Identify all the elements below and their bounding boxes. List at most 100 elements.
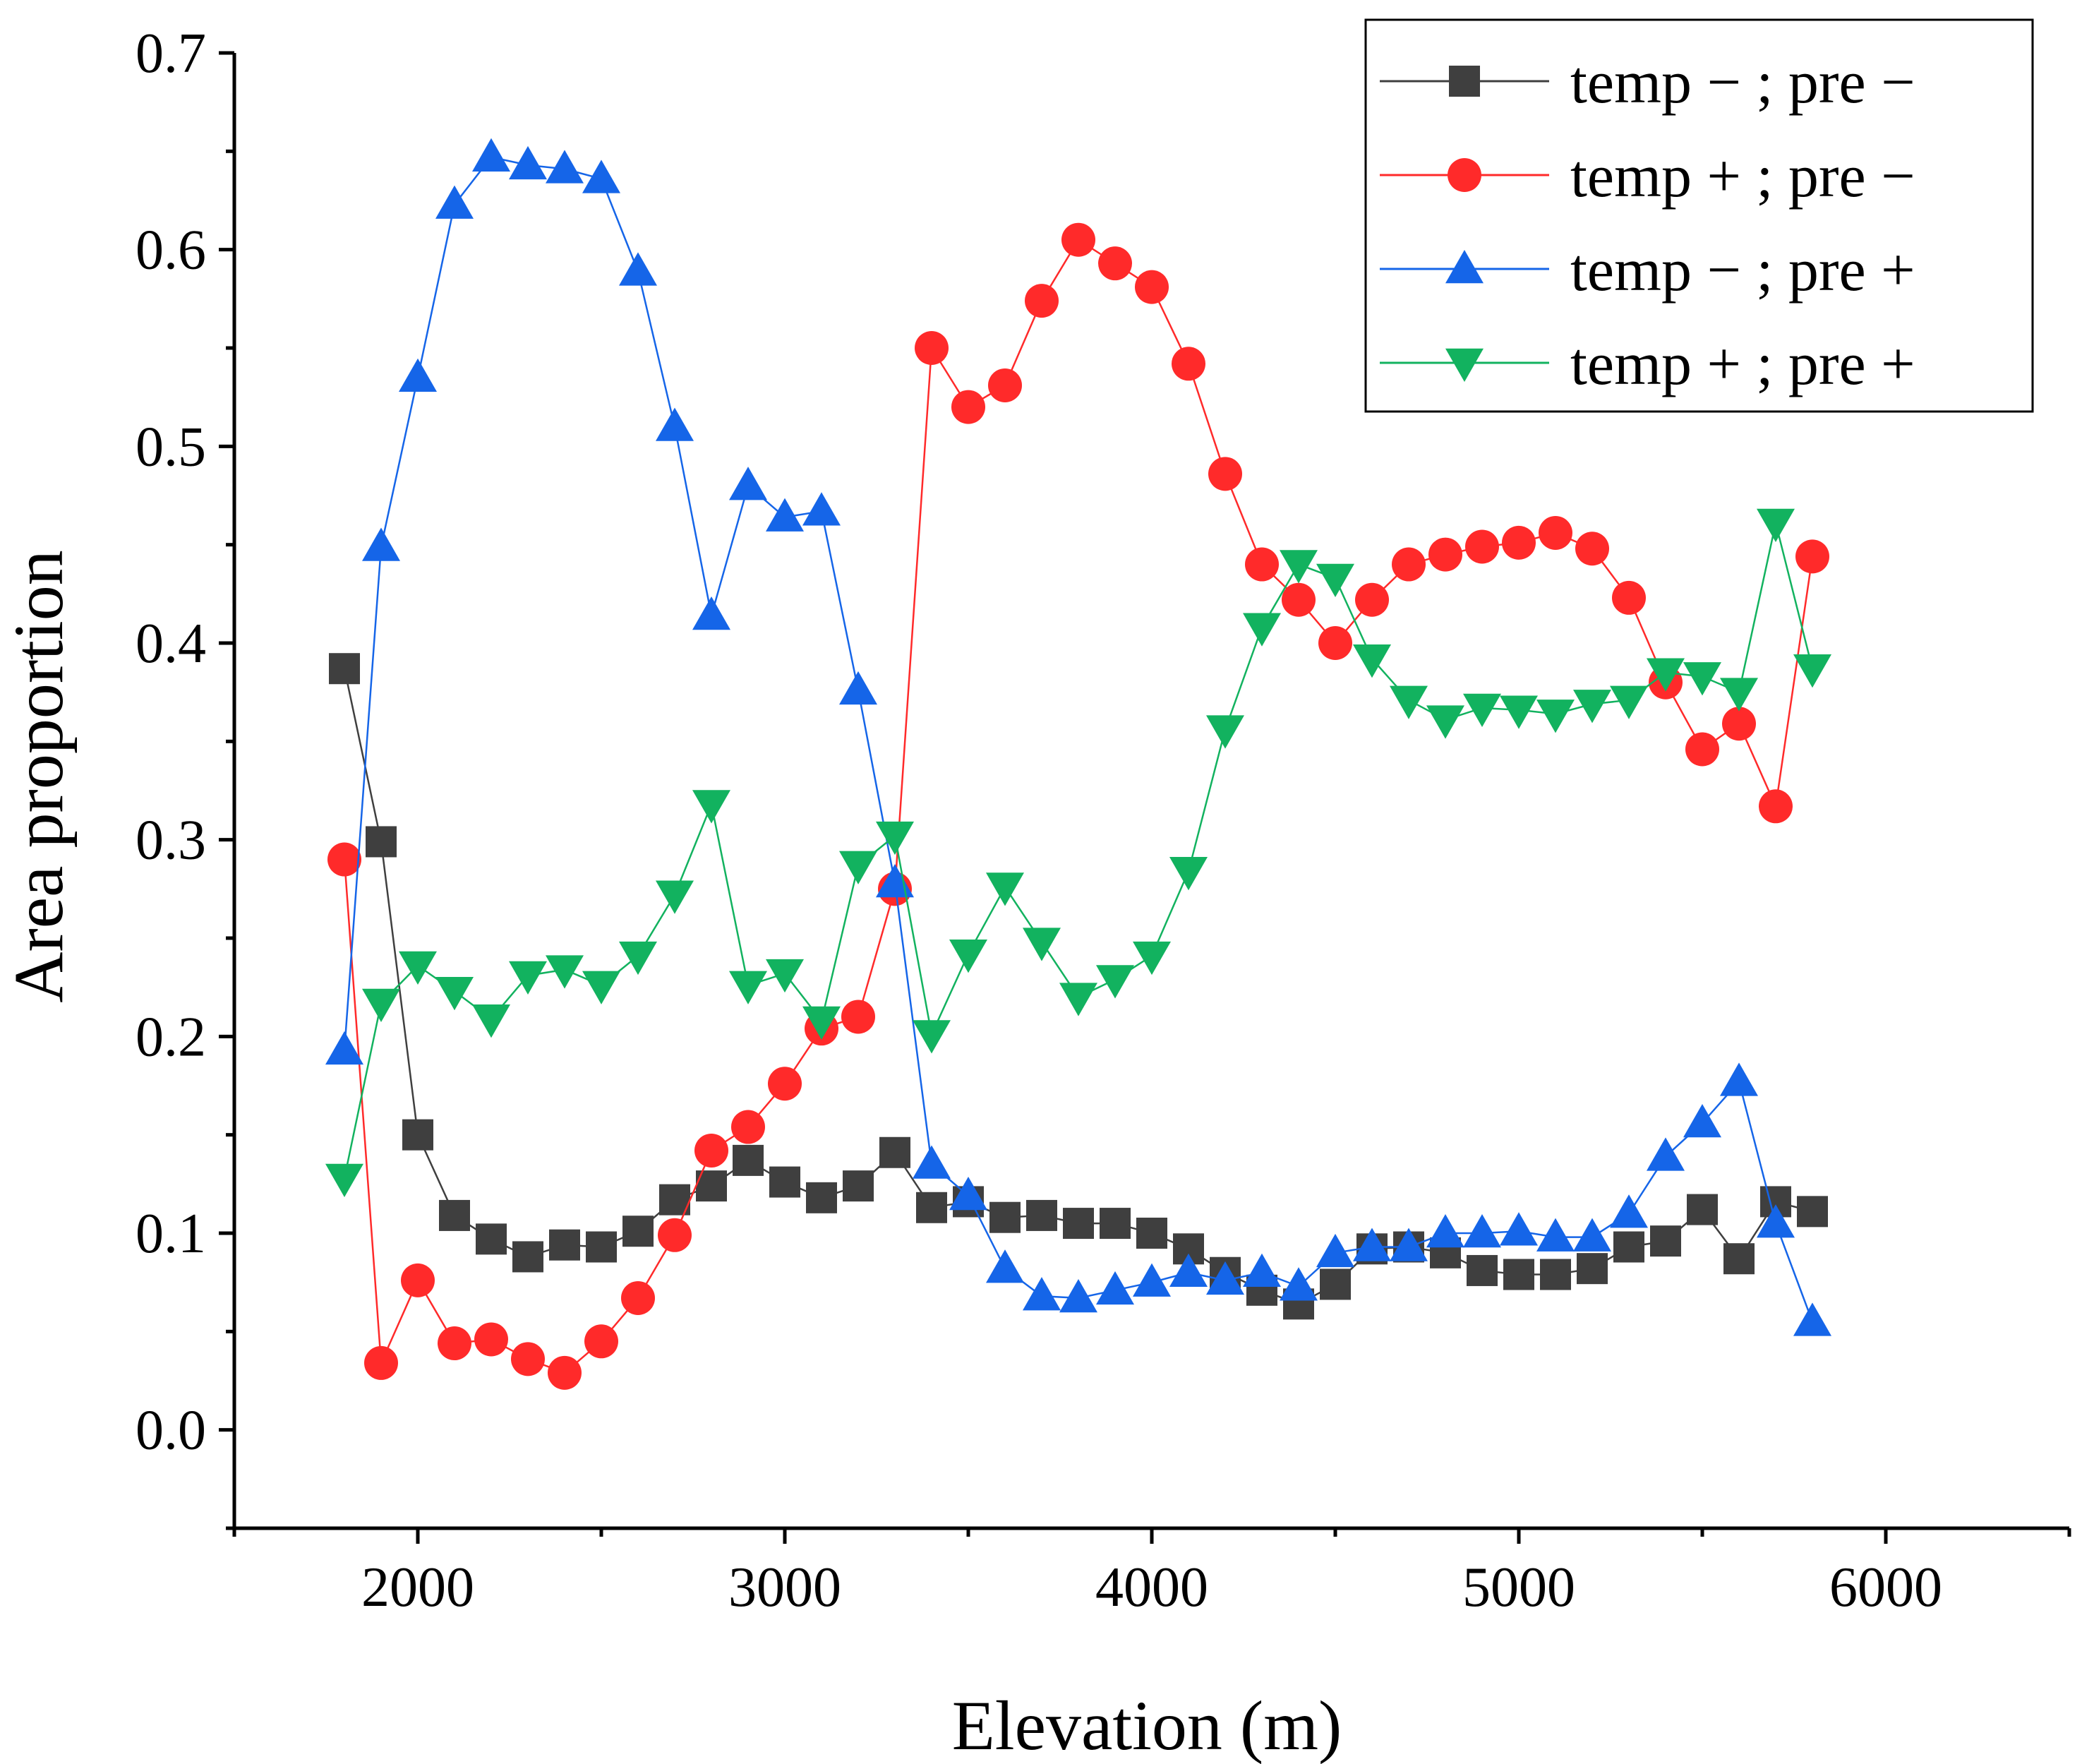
- data-point: [1723, 1243, 1755, 1275]
- legend-label: temp + ; pre −: [1570, 142, 1915, 210]
- data-point: [1463, 1214, 1501, 1248]
- data-point: [366, 826, 397, 858]
- data-point: [1428, 537, 1462, 572]
- legend-label: temp − ; pre −: [1570, 48, 1915, 116]
- data-point: [1245, 547, 1279, 582]
- data-point: [949, 940, 987, 973]
- data-point: [1502, 525, 1536, 560]
- data-point: [1282, 582, 1316, 617]
- data-point: [1133, 941, 1171, 976]
- y-tick-label: 0.3: [136, 810, 206, 872]
- data-point: [1025, 284, 1059, 318]
- data-point: [1023, 1277, 1061, 1311]
- data-point: [549, 1229, 580, 1261]
- legend-label: temp − ; pre +: [1570, 236, 1915, 304]
- x-tick-label: 6000: [1829, 1556, 1942, 1619]
- data-point: [325, 1031, 363, 1065]
- data-point: [694, 1133, 728, 1168]
- data-point: [802, 1006, 841, 1040]
- data-point: [769, 1166, 800, 1198]
- data-point: [949, 1177, 987, 1211]
- y-tick-label: 0.6: [136, 220, 206, 282]
- data-point: [1318, 626, 1352, 660]
- data-point: [1172, 347, 1205, 381]
- data-point: [619, 941, 657, 976]
- data-point: [988, 368, 1022, 402]
- series-4: [325, 508, 1831, 1197]
- data-point: [658, 1218, 692, 1252]
- data-point: [509, 145, 547, 180]
- data-point: [509, 961, 547, 995]
- data-point: [1757, 1204, 1795, 1238]
- data-point: [1353, 1228, 1391, 1261]
- data-point: [1720, 1062, 1758, 1096]
- data-point: [766, 498, 804, 532]
- data-point: [325, 1163, 363, 1197]
- data-point: [1793, 1302, 1831, 1336]
- data-point: [1280, 1267, 1318, 1301]
- data-point: [546, 150, 584, 184]
- data-point: [913, 1145, 951, 1179]
- data-point: [876, 821, 914, 856]
- data-point: [1133, 1263, 1171, 1297]
- data-point: [1467, 1254, 1498, 1286]
- data-point: [1463, 693, 1501, 727]
- data-point: [435, 976, 474, 1011]
- data-point: [768, 1067, 802, 1101]
- data-point: [1650, 1225, 1681, 1257]
- data-point: [1100, 1208, 1131, 1240]
- data-point: [913, 1020, 951, 1054]
- data-point: [1061, 222, 1095, 257]
- data-point: [435, 185, 474, 219]
- data-point: [841, 1000, 875, 1034]
- data-point: [1096, 965, 1134, 999]
- data-point: [1208, 457, 1242, 491]
- legend: temp − ; pre − temp + ; pre − temp − ; pre…: [1364, 18, 2034, 413]
- legend-entry-2: temp + ; pre −: [1380, 142, 1915, 210]
- data-point: [1685, 732, 1719, 767]
- data-point: [399, 358, 437, 392]
- data-point: [733, 1144, 764, 1176]
- legend-marker: [1448, 158, 1481, 192]
- y-tick-label: 0.1: [136, 1203, 206, 1265]
- data-point: [692, 790, 730, 824]
- data-point: [1683, 1103, 1721, 1138]
- data-point: [1612, 580, 1646, 615]
- data-point: [843, 1170, 874, 1202]
- series-1: [329, 653, 1828, 1320]
- data-point: [621, 1280, 655, 1315]
- data-point: [1169, 1253, 1208, 1287]
- data-point: [1059, 1278, 1097, 1313]
- data-point: [1610, 1194, 1648, 1228]
- data-point: [1575, 532, 1609, 566]
- legend-marker: [1445, 250, 1484, 284]
- y-tick-label: 0.5: [136, 416, 206, 478]
- data-point: [622, 1216, 654, 1247]
- data-point: [511, 1342, 545, 1376]
- data-point: [327, 842, 361, 877]
- legend-entry-1: temp − ; pre −: [1380, 48, 1915, 116]
- data-point: [879, 1136, 910, 1168]
- data-point: [512, 1241, 543, 1273]
- data-point: [1316, 1233, 1354, 1268]
- data-point: [1577, 1253, 1608, 1285]
- data-point: [1720, 678, 1758, 712]
- data-point: [1096, 1271, 1134, 1305]
- data-point: [1536, 700, 1575, 733]
- data-point: [399, 951, 437, 985]
- data-point: [1683, 662, 1721, 696]
- data-point: [582, 971, 620, 1004]
- data-point: [1647, 658, 1685, 692]
- data-point: [1390, 1228, 1428, 1261]
- data-point: [1613, 1231, 1644, 1263]
- data-point: [839, 671, 877, 705]
- data-point: [438, 1326, 471, 1361]
- data-point: [582, 160, 620, 193]
- data-point: [766, 959, 804, 993]
- data-point: [548, 1355, 582, 1390]
- data-point: [1500, 1212, 1538, 1246]
- y-tick-label: 0.7: [136, 23, 206, 85]
- data-point: [1536, 1218, 1575, 1252]
- axes: 0.0 0.1 0.2 0.3 0.4 0.5 0.6 0.7 2000 3000 4000 5000…: [136, 23, 2071, 1619]
- legend-marker: [1449, 66, 1480, 97]
